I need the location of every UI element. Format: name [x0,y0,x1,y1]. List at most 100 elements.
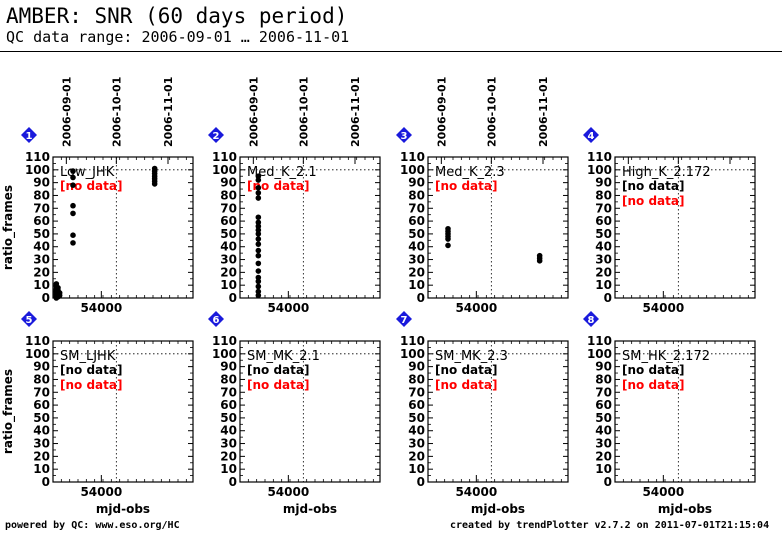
y-tick-label: 30 [220,437,237,451]
y-tick-label: 20 [33,449,50,463]
data-point [255,219,262,226]
data-point [255,227,262,233]
no-data-label: [no data] [622,179,684,193]
y-tick-label: 50 [595,411,612,425]
y-tick-label: 40 [595,240,612,254]
y-tick-label: 90 [595,360,612,374]
no-data-label: [no data] [60,363,122,377]
y-tick-label: 60 [595,214,612,228]
data-point [70,240,76,246]
y-tick-label: 10 [33,278,50,292]
y-tick-label: 10 [595,278,612,292]
data-point [255,177,262,183]
data-point [70,202,76,209]
data-point [536,252,543,259]
y-axis-label: ratio_frames [1,369,16,454]
panel-number: 1 [26,131,33,142]
y-tick-label: 0 [42,475,50,489]
y-tick-label: 70 [33,201,50,215]
no-data-label-red: [no data] [60,378,122,392]
y-tick-label: 20 [408,449,425,463]
data-point [70,182,76,188]
y-tick-label: 20 [220,449,237,463]
y-tick-label: 60 [408,398,425,412]
y-tick-label: 40 [33,424,50,438]
y-tick-label: 50 [408,227,425,241]
data-point [445,242,451,249]
y-tick-label: 70 [33,385,50,399]
y-tick-label: 110 [25,150,50,164]
y-tick-label: 60 [220,214,237,228]
y-tick-label: 40 [408,424,425,438]
panel-name: Med_K_2.1 [247,165,317,180]
panel-number: 8 [588,315,595,326]
data-point [255,223,262,230]
x-axis-label: mjd-obs [658,502,712,516]
y-tick-label: 50 [220,411,237,425]
report-title: AMBER: SNR (60 days period) [6,4,348,28]
footer-powered-by: powered by QC: www.eso.org/HC [5,520,180,531]
data-point [255,252,262,259]
panel-number-badge [583,127,599,143]
data-point [55,284,61,291]
y-tick-label: 30 [33,437,50,451]
y-tick-label: 110 [587,150,612,164]
y-tick-label: 50 [595,227,612,241]
data-point [445,225,451,232]
y-tick-label: 70 [595,201,612,215]
y-tick-label: 30 [33,253,50,267]
y-tick-label: 80 [220,188,237,202]
panel-number: 4 [588,131,595,142]
y-tick-label: 10 [595,462,612,476]
y-tick-label: 40 [220,240,237,254]
x-tick-label: 54000 [267,485,309,499]
data-point [255,231,262,237]
data-point [255,195,262,201]
y-tick-label: 110 [587,334,612,348]
panel-name: Low_JHK [60,165,115,180]
y-tick-label: 0 [417,291,425,305]
x-tick-label: 54000 [80,301,122,315]
y-tick-label: 90 [408,176,425,190]
y-tick-label: 110 [400,150,425,164]
data-point [70,232,76,238]
footer-created-by: created by trendPlotter v2.7.2 on 2011-0… [450,520,770,531]
data-point [255,274,262,281]
no-data-label-red: [no data] [247,179,309,193]
data-point [255,190,262,196]
x-tick-label: 54000 [455,485,497,499]
y-tick-label: 100 [212,347,237,361]
data-point [255,278,262,285]
no-data-label-red: [no data] [60,179,122,193]
panel-number: 7 [401,315,408,326]
top-date-label: 2006-11-01 [537,77,550,147]
y-tick-label: 70 [220,385,237,399]
y-tick-label: 10 [408,462,425,476]
data-point [151,165,158,172]
y-tick-label: 70 [408,385,425,399]
y-tick-label: 90 [220,176,237,190]
y-tick-label: 30 [595,437,612,451]
top-date-label: 2006-09-01 [60,77,73,147]
y-tick-label: 100 [400,163,425,177]
y-tick-label: 100 [400,347,425,361]
y-tick-label: 80 [33,188,50,202]
data-point [255,247,262,254]
data-point [255,184,262,191]
y-tick-label: 80 [595,188,612,202]
data-point [255,283,262,290]
y-tick-label: 0 [229,475,237,489]
y-tick-label: 20 [408,265,425,279]
no-data-label-red: [no data] [435,378,497,392]
y-tick-label: 80 [220,372,237,386]
y-tick-label: 110 [212,150,237,164]
x-axis-label: mjd-obs [283,502,337,516]
y-tick-label: 0 [604,291,612,305]
no-data-label: [no data] [435,363,497,377]
y-tick-label: 80 [408,372,425,386]
y-tick-label: 70 [595,385,612,399]
panel-number: 3 [401,131,408,142]
panel-name: High_K_2.172 [622,165,711,180]
no-data-label: [no data] [622,363,684,377]
